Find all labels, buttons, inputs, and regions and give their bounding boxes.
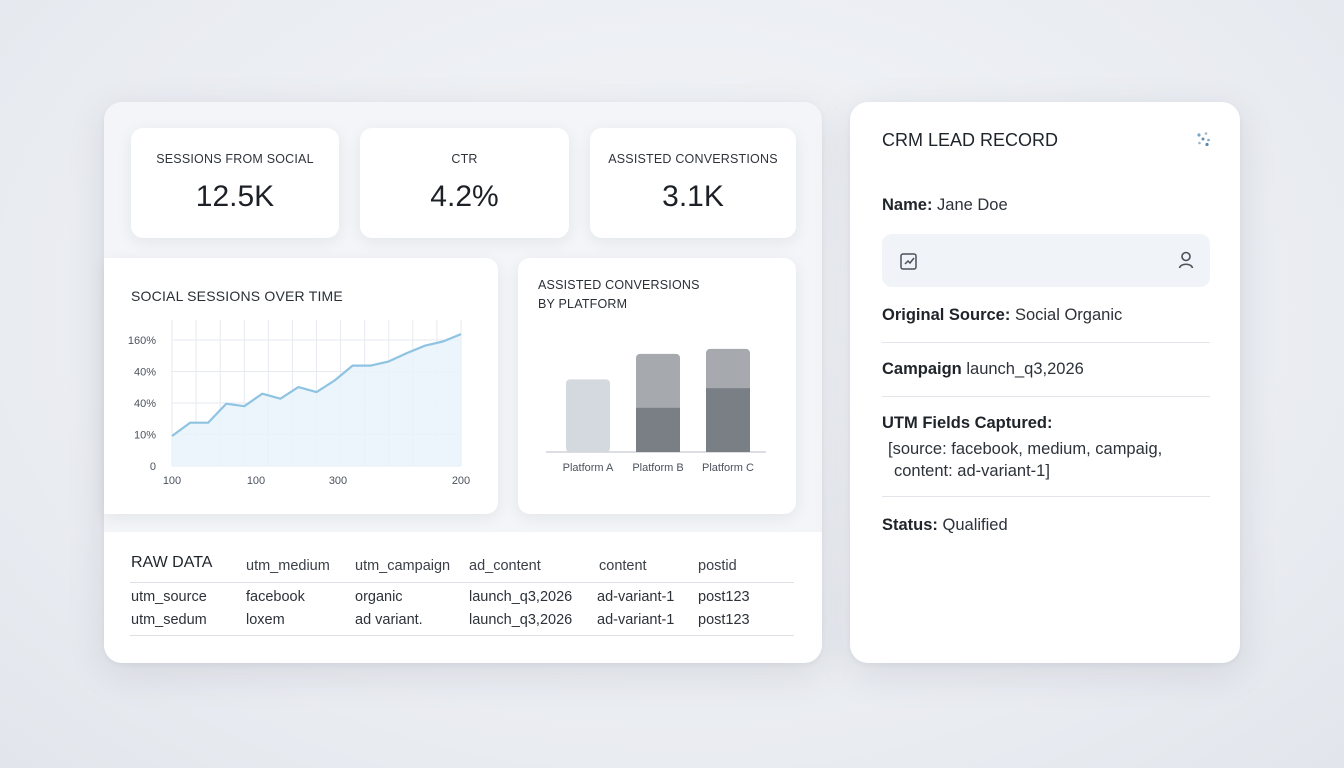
table-cell: ad-variant-1: [597, 589, 675, 605]
crm-campaign-field: Campaign launch_q3,2026: [882, 360, 1084, 379]
x-tick-label: 300: [329, 475, 347, 487]
bar-chart: Platform A Platform B Platform C: [546, 348, 766, 474]
crm-status-field: Status: Qualified: [882, 516, 1008, 535]
crm-utm-field: UTM Fields Captured:: [882, 414, 1053, 433]
bar-chart-title-line2: BY PLATFORM: [538, 297, 628, 311]
bar-category-label: Platform A: [563, 462, 614, 474]
y-tick-label: 40%: [134, 367, 156, 379]
crm-status-label: Status:: [882, 516, 938, 534]
bar-category-label: Platform C: [702, 462, 754, 474]
kpi-value: 4.2%: [430, 180, 499, 213]
table-cell: facebook: [246, 589, 305, 605]
bar-segment[interactable]: [566, 379, 610, 452]
user-icon[interactable]: [1177, 250, 1195, 270]
crm-utm-label: UTM Fields Captured:: [882, 414, 1053, 432]
table-divider: [130, 635, 794, 636]
raw-data-section: RAW DATA utm_medium utm_campaign ad_cont…: [104, 532, 822, 663]
bar-segment[interactable]: [636, 407, 680, 452]
crm-campaign-label: Campaign: [882, 360, 962, 378]
kpi-card-sessions[interactable]: SESSIONS FROM SOCIAL 12.5K: [131, 128, 339, 238]
kpi-label: SESSIONS FROM SOCIAL: [156, 152, 314, 166]
table-cell: loxem: [246, 612, 285, 628]
crm-name-label: Name:: [882, 196, 933, 214]
table-cell: utm_source: [131, 589, 207, 605]
series-line: [171, 333, 462, 437]
bar-chart-card[interactable]: ASSISTED CONVERSIONS BY PLATFORM Platfor…: [518, 258, 796, 514]
table-cell: organic: [355, 589, 403, 605]
raw-header: utm_medium: [246, 558, 330, 574]
crm-divider: [882, 396, 1210, 397]
bar-chart-title-line1: ASSISTED CONVERSIONS: [538, 278, 700, 292]
crm-divider: [882, 496, 1210, 497]
bar-category-label: Platform B: [632, 462, 683, 474]
crm-campaign-value: launch_q3,2026: [966, 360, 1084, 378]
raw-data-title: RAW DATA: [131, 554, 213, 571]
kpi-label: ASSISTED CONVERSTIONS: [608, 152, 778, 166]
crm-source-label: Original Source:: [882, 306, 1011, 324]
line-chart-card[interactable]: SOCIAL SESSIONS OVER TIME 0 10% 40% 40% 160%…: [104, 258, 498, 514]
scatter-icon[interactable]: [1195, 130, 1213, 148]
edit-icon[interactable]: [899, 251, 919, 271]
kpi-card-ctr[interactable]: CTR 4.2%: [360, 128, 569, 238]
bar-segment-top[interactable]: [706, 348, 750, 395]
y-tick-label: 0: [150, 461, 156, 473]
crm-status-value: Qualified: [942, 516, 1008, 534]
raw-header: utm_campaign: [355, 558, 451, 574]
table-cell: post123: [698, 589, 750, 605]
crm-title: CRM LEAD RECORD: [882, 130, 1059, 150]
crm-divider: [882, 342, 1210, 343]
kpi-value: 12.5K: [195, 180, 275, 213]
crm-utm-value-line2: content: ad-variant-1]: [894, 462, 1050, 480]
area-fill: [172, 334, 461, 466]
kpi-value: 3.1K: [662, 180, 724, 213]
crm-name-value: Jane Doe: [937, 196, 1008, 214]
kpi-label: CTR: [451, 152, 478, 166]
raw-header: ad_content: [469, 558, 541, 574]
analytics-dashboard-panel: SESSIONS FROM SOCIAL 12.5K CTR 4.2% ASSI…: [104, 102, 822, 663]
line-chart: 0 10% 40% 40% 160% 100 100 300 200: [128, 320, 470, 487]
line-chart-title: SOCIAL SESSIONS OVER TIME: [131, 288, 343, 304]
raw-header: content: [599, 558, 647, 574]
table-cell: ad-variant-1: [597, 612, 675, 628]
x-tick-label: 200: [452, 475, 470, 487]
table-cell: launch_q3,2026: [469, 612, 573, 628]
bar-segment-top[interactable]: [636, 353, 680, 414]
crm-name-field: Name: Jane Doe: [882, 196, 1008, 215]
crm-lead-record-panel: CRM LEAD RECORD Name: Jane Doe Original …: [850, 102, 1240, 663]
y-tick-label: 40%: [134, 398, 156, 410]
kpi-card-assisted-conversions[interactable]: ASSISTED CONVERSTIONS 3.1K: [590, 128, 796, 238]
crm-action-bar: [882, 234, 1210, 287]
table-cell: post123: [698, 612, 750, 628]
y-tick-label: 10%: [134, 430, 156, 442]
x-tick-label: 100: [163, 475, 181, 487]
raw-header: postid: [698, 558, 737, 574]
x-tick-label: 100: [247, 475, 265, 487]
table-cell: launch_q3,2026: [469, 589, 573, 605]
table-cell: utm_sedum: [131, 612, 207, 628]
crm-source-field: Original Source: Social Organic: [882, 306, 1122, 325]
y-tick-label: 160%: [128, 335, 156, 347]
bar-segment[interactable]: [706, 388, 750, 452]
table-divider: [130, 582, 794, 583]
table-cell: ad variant.: [355, 612, 423, 628]
crm-source-value: Social Organic: [1014, 306, 1123, 324]
crm-utm-value-line1: [source: facebook, medium, campaig,: [888, 440, 1163, 458]
